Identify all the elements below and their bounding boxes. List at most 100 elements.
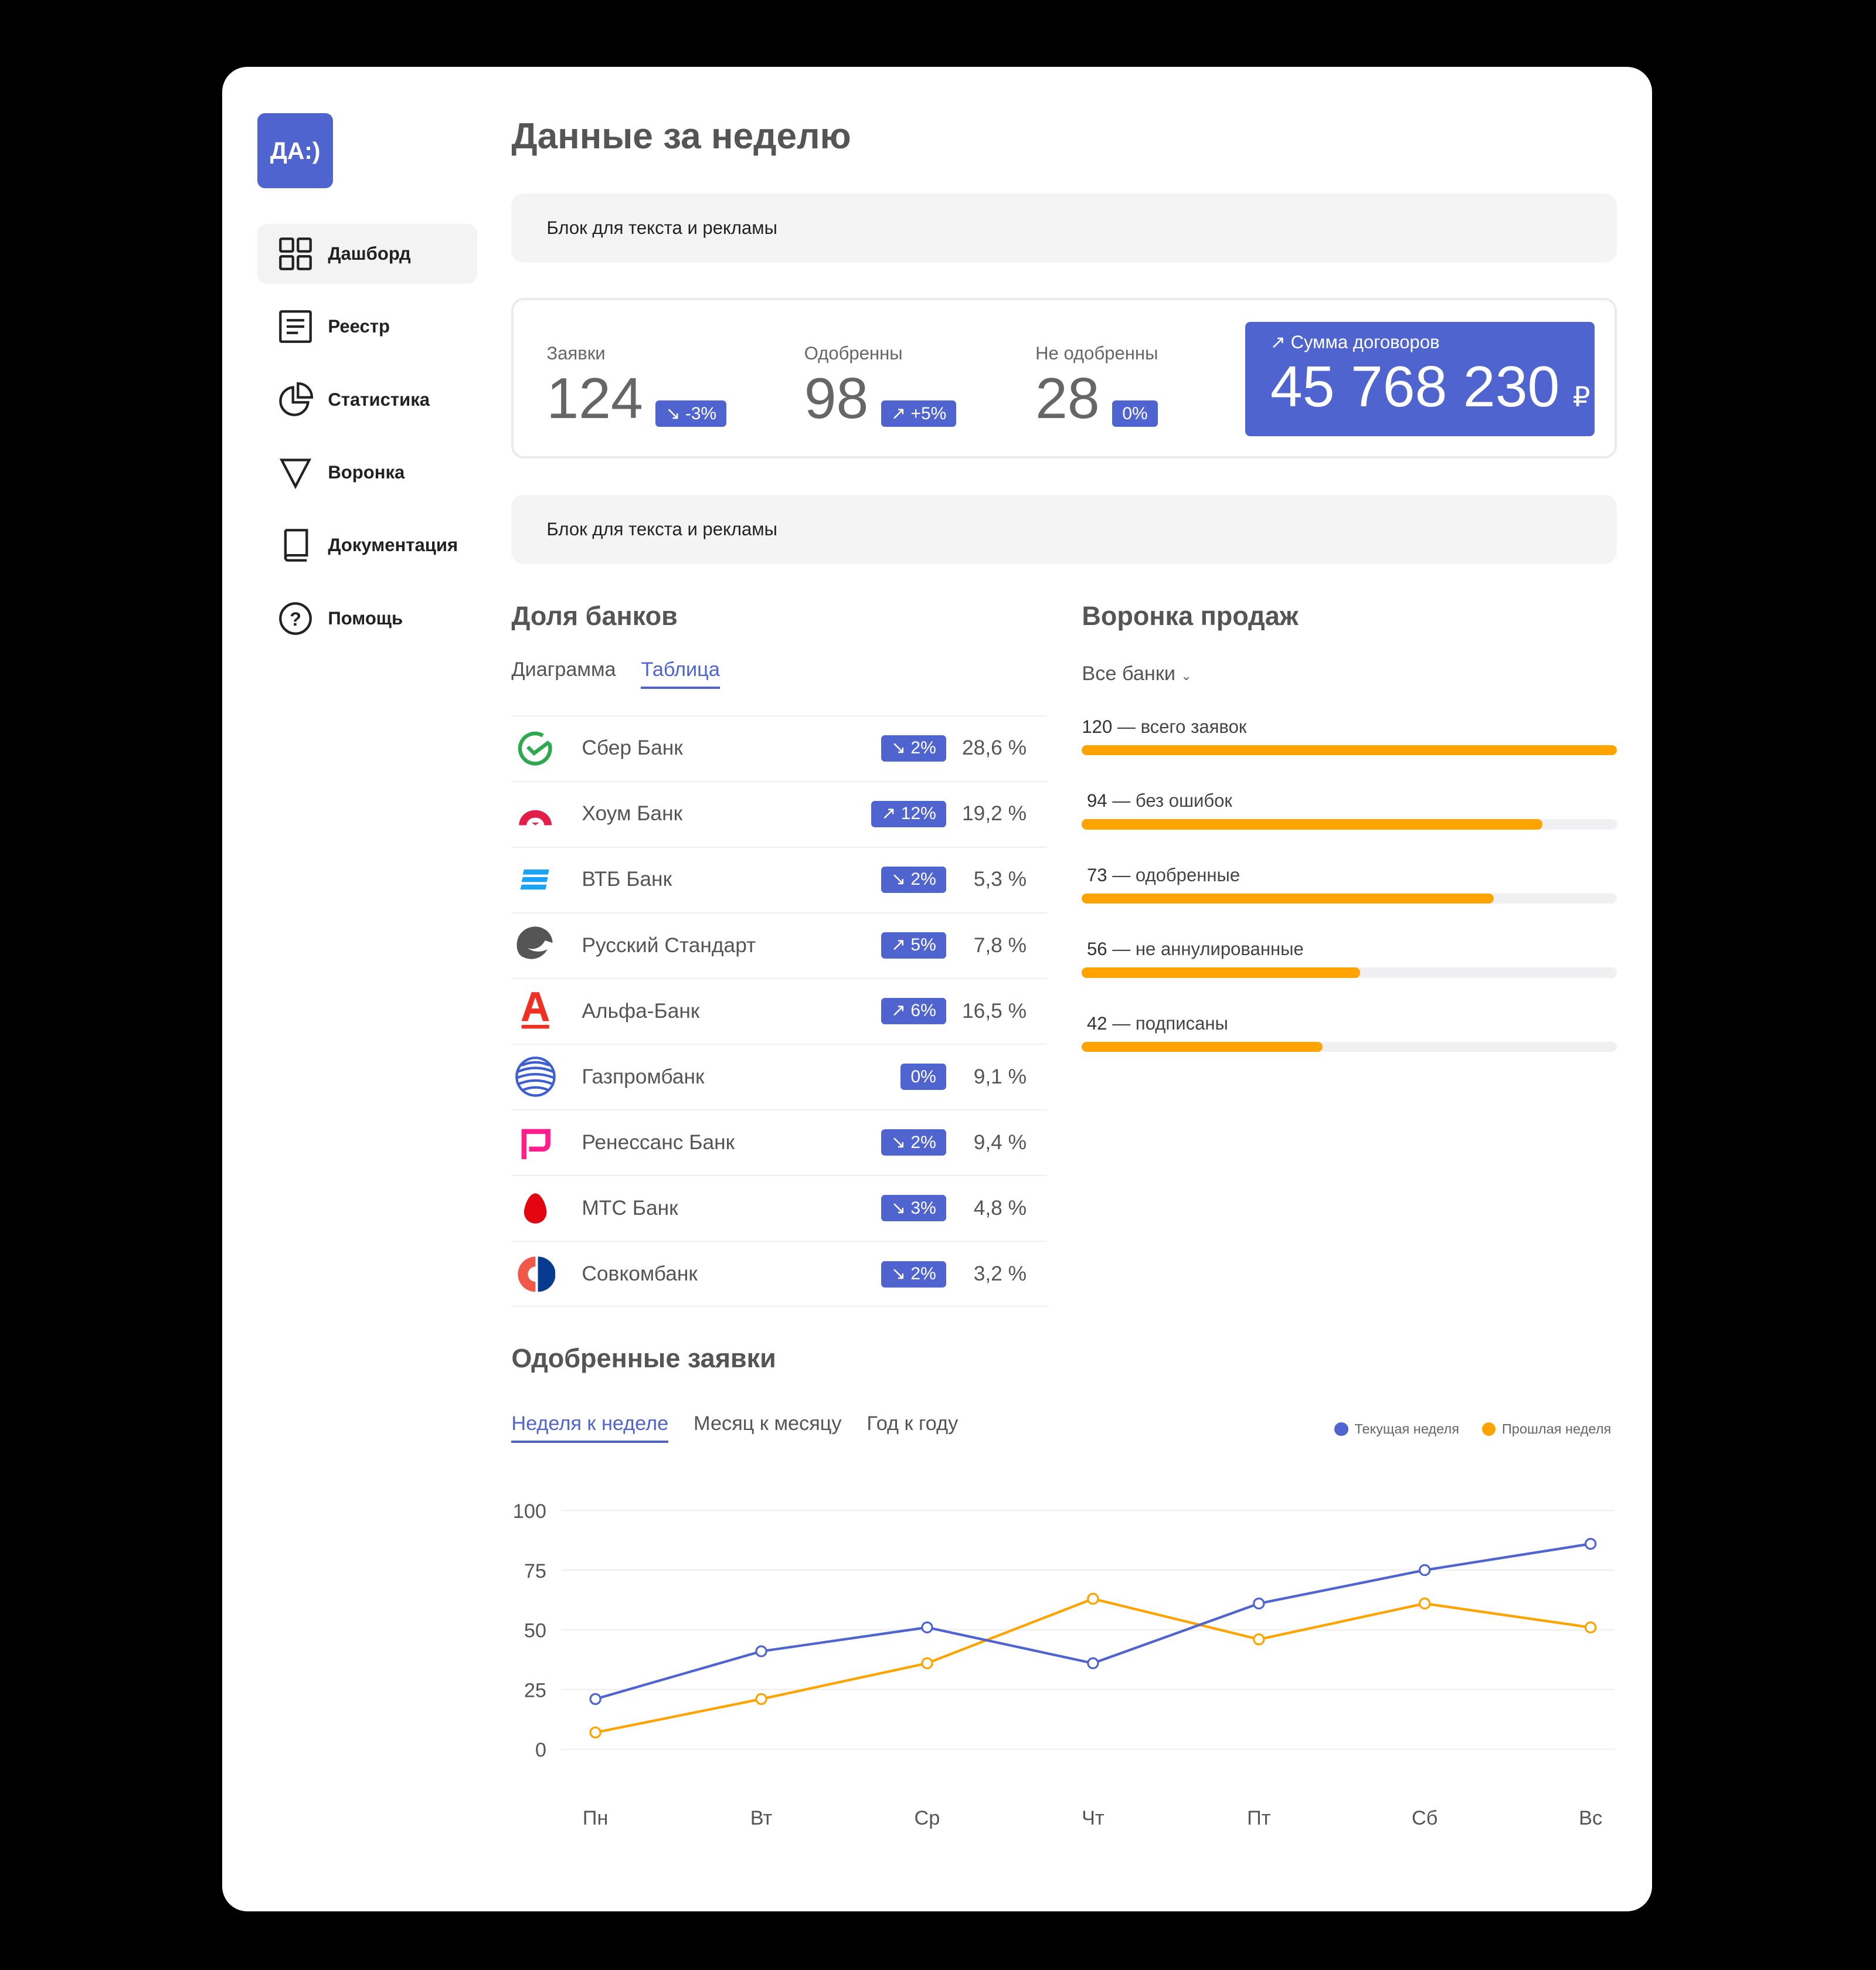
bank-name: Русский Стандарт [582, 933, 756, 957]
sidebar-item-label: Статистика [328, 389, 430, 410]
change-badge: ↗ +5% [881, 400, 957, 427]
change-badge: ↘ 2% [881, 866, 946, 893]
pie-chart-icon [278, 382, 313, 416]
bank-share: 4,8 % [973, 1196, 1027, 1220]
stat-label: Не одобренны [1035, 343, 1158, 364]
stage-label: — одобренные [1112, 864, 1241, 885]
stat-approved: Одобренны 98 ↗ +5% [804, 343, 957, 427]
tab-year[interactable]: Год к году [866, 1412, 959, 1435]
bank-logo [511, 1055, 559, 1098]
sidebar-item-statistics[interactable]: Статистика [257, 369, 477, 430]
sidebar-item-registry[interactable]: Реестр [257, 297, 477, 357]
bank-name: Газпромбанк [582, 1065, 705, 1088]
stat-label: Заявки [546, 343, 606, 364]
change-badge: ↗ 5% [881, 932, 946, 959]
y-tick-label: 100 [513, 1500, 546, 1523]
bank-share: 28,6 % [962, 736, 1027, 760]
funnel-icon [279, 458, 311, 490]
change-badge: 0% [1112, 400, 1158, 427]
book-icon [284, 529, 308, 562]
bank-name: Альфа-Банк [582, 999, 700, 1023]
funnel-bar-track [1082, 819, 1617, 830]
funnel-title: Воронка продаж [1082, 600, 1299, 631]
tab-week[interactable]: Неделя к неделе [511, 1412, 669, 1443]
x-tick-label: Вт [750, 1807, 773, 1829]
stage-label: — не аннулированные [1112, 939, 1304, 960]
bank-name: Сбер Банк [582, 736, 683, 760]
currency: ₽ [1572, 381, 1590, 413]
bank-row: Совкомбанк ↘ 2% 3,2 % [511, 1241, 1047, 1306]
contracts-sum-card: ↗ Сумма договоров 45 768 230 ₽ [1245, 321, 1595, 436]
vtb-logo-icon [520, 869, 549, 890]
change-badge: ↘ -3% [655, 400, 727, 427]
change-badge: ↘ 2% [881, 735, 946, 762]
bank-share: 19,2 % [962, 802, 1027, 826]
stage-value: 120 [1082, 716, 1113, 737]
sidebar-item-dashboard[interactable]: Дашборд [257, 223, 478, 284]
x-tick-label: Вс [1579, 1807, 1602, 1829]
sum-label: ↗ Сумма договоров [1270, 331, 1440, 352]
tab-month[interactable]: Месяц к месяцу [694, 1412, 842, 1435]
approved-line-chart: 0 25 50 75 100 Пн Вт Ср Чт Пт Сб Вс [513, 1500, 1615, 1829]
funnel-stage-label: 120 — всего заявок [1082, 716, 1246, 738]
approved-title: Одобренные заявки [511, 1343, 776, 1374]
stage-value: 94 [1086, 790, 1107, 811]
bank-filter-dropdown[interactable]: Все банки ⌄ [1082, 663, 1191, 685]
stage-label: — без ошибок [1112, 790, 1232, 811]
change-badge: ↗ 6% [881, 998, 946, 1025]
change-badge: ↗ 12% [871, 800, 946, 827]
funnel-bar-fill [1082, 819, 1542, 830]
funnel-stage-label: 42 — подписаны [1087, 1013, 1228, 1034]
y-tick-label: 0 [535, 1739, 546, 1761]
funnel-bar-track [1082, 745, 1617, 756]
ad-block: Блок для текста и рекламы [511, 193, 1617, 263]
stage-label: — всего заявок [1117, 716, 1247, 737]
document-icon [278, 310, 312, 344]
bank-share: 5,3 % [973, 868, 1027, 891]
x-tick-label: Чт [1082, 1807, 1104, 1829]
sidebar-item-help[interactable]: ? Помощь [257, 588, 477, 648]
stage-value: 56 [1086, 939, 1107, 960]
chevron-down-icon: ⌄ [1181, 668, 1192, 683]
tab-diagram[interactable]: Диаграмма [511, 658, 616, 681]
change-badge: ↘ 2% [881, 1129, 946, 1156]
chart-legend: Текущая неделя Прошлая неделя [1334, 1421, 1611, 1437]
funnel-bar-fill [1082, 1041, 1323, 1052]
funnel-stage-label: 94 — без ошибок [1087, 790, 1232, 811]
x-tick-label: Ср [915, 1807, 940, 1829]
bank-share-title: Доля банков [511, 600, 678, 631]
bank-logo [511, 1124, 559, 1161]
russian-standard-logo-icon [516, 926, 553, 959]
y-tick-label: 25 [524, 1680, 546, 1702]
data-point [1253, 1597, 1265, 1610]
mts-logo-icon [524, 1193, 547, 1224]
filter-value: Все банки [1082, 662, 1175, 685]
funnel-stage-label: 56 — не аннулированные [1087, 939, 1304, 960]
change-badge: ↘ 3% [881, 1195, 946, 1222]
bank-row: Хоум Банк ↗ 12% 19,2 % [511, 780, 1047, 846]
x-tick-label: Сб [1412, 1807, 1437, 1829]
bank-share: 16,5 % [962, 999, 1027, 1023]
data-point [1419, 1564, 1431, 1577]
funnel-bar-fill [1082, 967, 1361, 978]
sidebar-item-funnel[interactable]: Воронка [257, 442, 477, 502]
sidebar-item-docs[interactable]: Документация [257, 515, 477, 576]
bank-logo [511, 861, 559, 898]
legend-item: Текущая неделя [1334, 1421, 1459, 1437]
data-point [1087, 1592, 1099, 1605]
stage-value: 42 [1086, 1013, 1107, 1034]
bank-logo [511, 729, 559, 767]
bank-logo [511, 1190, 559, 1227]
data-point [755, 1693, 768, 1706]
funnel-bar-track [1082, 893, 1617, 904]
bank-share: 9,4 % [973, 1130, 1027, 1154]
stage-value: 73 [1086, 864, 1107, 885]
legend-dot [1481, 1422, 1496, 1436]
gazprombank-logo-icon [515, 1057, 556, 1098]
funnel-bar-track [1082, 1041, 1617, 1052]
stat-value: 98 [804, 365, 869, 430]
bank-logo [511, 795, 559, 833]
tab-table[interactable]: Таблица [641, 658, 720, 689]
funnel-bar-fill [1082, 893, 1494, 904]
logo[interactable]: ДА:) [257, 113, 333, 189]
